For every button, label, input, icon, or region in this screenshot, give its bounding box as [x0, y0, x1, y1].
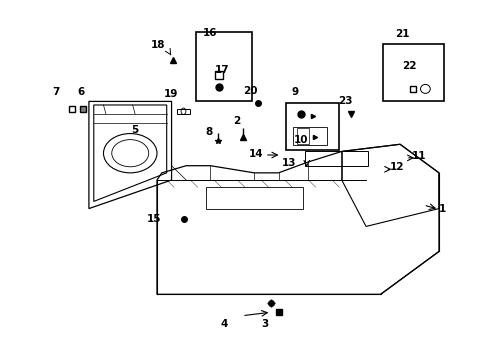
Text: 9: 9 — [290, 87, 298, 98]
Text: 1: 1 — [438, 204, 446, 214]
Bar — [196, 32, 251, 102]
Bar — [292, 127, 326, 145]
Text: 3: 3 — [261, 319, 268, 329]
Text: 19: 19 — [163, 89, 178, 99]
Text: 18: 18 — [150, 40, 165, 50]
Text: 4: 4 — [220, 319, 227, 329]
Text: 10: 10 — [294, 135, 308, 145]
Text: 20: 20 — [243, 86, 257, 96]
Bar — [296, 128, 308, 144]
Text: 5: 5 — [131, 125, 139, 135]
Text: 11: 11 — [411, 152, 426, 161]
Text: 22: 22 — [402, 62, 416, 71]
Text: 16: 16 — [203, 28, 217, 38]
Text: 2: 2 — [233, 116, 240, 126]
Text: 13: 13 — [282, 158, 296, 168]
Text: 6: 6 — [77, 87, 84, 98]
Bar — [177, 109, 189, 114]
Text: 12: 12 — [388, 162, 403, 172]
Text: 8: 8 — [205, 127, 212, 137]
Text: 15: 15 — [146, 213, 161, 224]
Text: 21: 21 — [394, 29, 409, 39]
Text: 7: 7 — [52, 87, 60, 98]
Text: 14: 14 — [248, 149, 263, 159]
Bar — [382, 44, 443, 102]
Bar — [285, 103, 339, 150]
Text: 17: 17 — [214, 65, 228, 75]
Text: 23: 23 — [338, 96, 352, 106]
